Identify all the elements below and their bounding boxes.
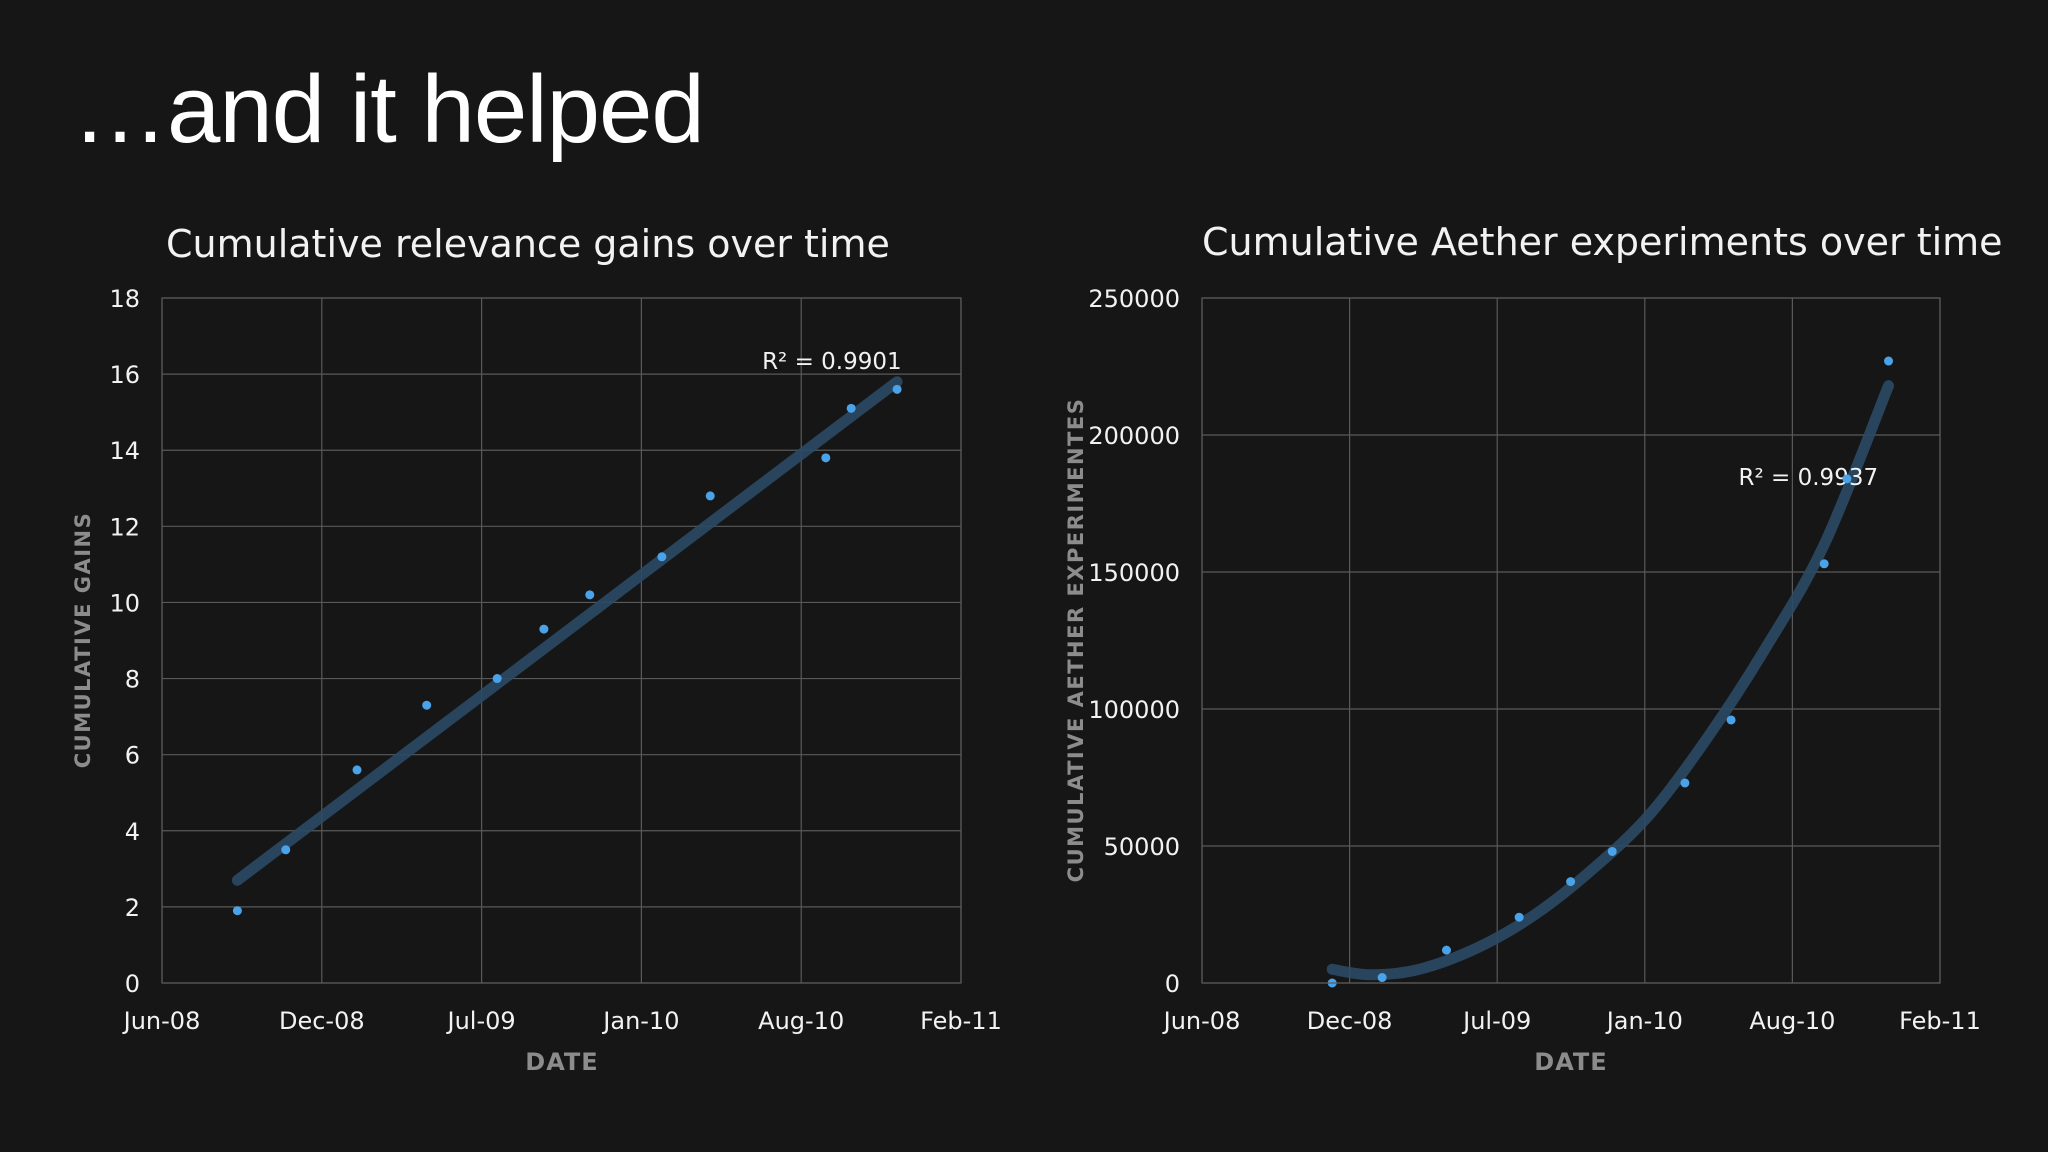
data-point <box>1327 978 1337 988</box>
data-point <box>705 491 715 501</box>
slide-title: …and it helped <box>72 56 705 163</box>
x-tick-label: Jan-10 <box>1605 1007 1683 1035</box>
x-tick-label: Feb-11 <box>1899 1007 1981 1035</box>
x-tick-label: Jun-08 <box>122 1007 201 1035</box>
y-tick-label: 12 <box>109 513 140 541</box>
data-point <box>1514 912 1524 922</box>
chart-title-experiments: Cumulative Aether experiments over time <box>1202 220 2003 264</box>
x-tick-label: Aug-10 <box>1749 1007 1835 1035</box>
data-point <box>281 845 291 855</box>
x-tick-label: Jun-08 <box>1162 1007 1241 1035</box>
trendline <box>1326 380 1895 981</box>
chart-title-relevance: Cumulative relevance gains over time <box>166 222 890 266</box>
relevance-gains-chart: 0 2 4 6 8 10 12 14 16 18 Jun-08 Dec-08 Jul-09 Jan-10 A… <box>71 285 1002 1076</box>
y-tick-label: 0 <box>125 970 140 998</box>
data-point <box>585 590 595 600</box>
data-point <box>422 700 432 710</box>
data-point <box>821 453 831 463</box>
r-squared-label: R² = 0.9901 <box>762 349 902 375</box>
y-tick-label: 6 <box>125 742 140 770</box>
data-point <box>1884 356 1894 366</box>
x-tick-label: Jul-09 <box>1461 1007 1531 1035</box>
y-tick-label: 4 <box>125 818 140 846</box>
r-squared-label: R² = 0.9937 <box>1739 465 1879 491</box>
plot-frame <box>161 297 962 984</box>
x-axis-title: DATE <box>1534 1048 1607 1076</box>
plot-frame <box>1201 297 1941 984</box>
x-tick-label: Jan-10 <box>601 1007 679 1035</box>
x-tick-label: Feb-11 <box>920 1007 1002 1035</box>
y-tick-label: 200000 <box>1088 422 1180 450</box>
data-point <box>657 552 667 562</box>
x-tick-label: Aug-10 <box>758 1007 844 1035</box>
data-point <box>1441 945 1451 955</box>
y-tick-label: 150000 <box>1088 559 1180 587</box>
data-point <box>1819 559 1829 569</box>
x-tick-label: Dec-08 <box>1307 1007 1393 1035</box>
data-point <box>1680 778 1690 788</box>
y-tick-label: 14 <box>109 437 140 465</box>
data-point <box>352 765 362 775</box>
y-tick-label: 0 <box>1165 970 1180 998</box>
y-tick-label: 18 <box>109 285 140 313</box>
x-axis-title: DATE <box>525 1048 598 1076</box>
y-axis-title: CUMULATIVE AETHER EXPERIMENTES <box>1064 398 1088 883</box>
data-point <box>846 403 856 413</box>
data-point <box>232 906 242 916</box>
y-tick-label: 250000 <box>1088 285 1180 313</box>
y-axis-title: CUMULATIVE GAINS <box>71 512 95 768</box>
y-tick-label: 16 <box>109 361 140 389</box>
data-point <box>1842 474 1852 484</box>
trendline <box>231 376 903 886</box>
data-point <box>892 384 902 394</box>
data-point <box>539 624 549 634</box>
data-point <box>1377 973 1387 983</box>
y-tick-label: 100000 <box>1088 696 1180 724</box>
gridlines <box>1201 297 1941 984</box>
y-tick-label: 2 <box>125 894 140 922</box>
y-tick-label: 50000 <box>1104 833 1180 861</box>
data-point <box>1726 715 1736 725</box>
data-point <box>1566 877 1576 887</box>
y-tick-label: 8 <box>125 666 140 694</box>
x-tick-label: Jul-09 <box>446 1007 516 1035</box>
y-tick-label: 10 <box>109 589 140 617</box>
data-point <box>492 674 502 684</box>
x-tick-label: Dec-08 <box>279 1007 365 1035</box>
data-point <box>1607 846 1617 856</box>
